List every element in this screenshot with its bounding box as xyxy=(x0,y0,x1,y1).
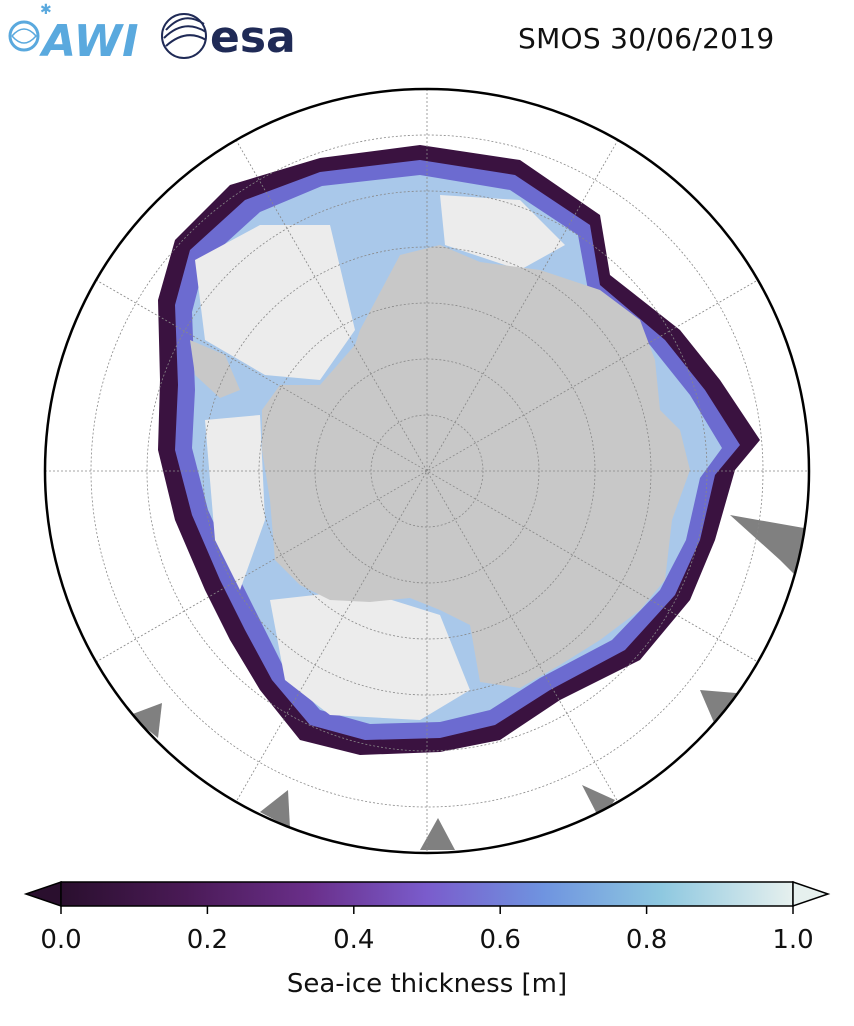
colorbar-tick-label: 1.0 xyxy=(772,925,813,955)
colorbar-tick-label: 0.6 xyxy=(480,925,521,955)
colorbar-label: Sea-ice thickness [m] xyxy=(287,969,567,999)
colorbar-gradient xyxy=(60,881,794,907)
awi-star-icon: ✱ xyxy=(40,2,52,18)
colorbar-extend-max xyxy=(792,880,831,908)
graticule xyxy=(45,89,809,853)
map-boundary xyxy=(43,87,811,855)
colorbar-tick-label: 0.2 xyxy=(187,925,228,955)
awi-logo: ✱ AWI xyxy=(8,2,139,67)
colorbar: 0.0 0.2 0.4 0.6 0.8 1.0 Sea-ice thickness [m] xyxy=(23,880,831,999)
map-title: SMOS 30/06/2019 xyxy=(518,22,775,55)
awi-logo-text: AWI xyxy=(39,16,139,67)
colorbar-extend-min xyxy=(23,880,62,908)
colorbar-tick-label: 0.0 xyxy=(40,925,81,955)
colorbar-tick-label: 0.4 xyxy=(333,925,374,955)
esa-logo-text: esa xyxy=(210,12,296,63)
colorbar-tick-label: 0.8 xyxy=(626,925,667,955)
esa-logo: esa xyxy=(161,12,296,63)
antarctic-peninsula xyxy=(190,340,240,398)
awi-globe-icon xyxy=(8,20,40,52)
missing-data-regions xyxy=(130,515,809,850)
weddell-ross-thick-ice xyxy=(195,195,565,720)
polar-map xyxy=(45,89,809,853)
antarctica-landmass xyxy=(262,245,690,688)
colorbar-ticks: 0.0 0.2 0.4 0.6 0.8 1.0 xyxy=(40,906,814,955)
